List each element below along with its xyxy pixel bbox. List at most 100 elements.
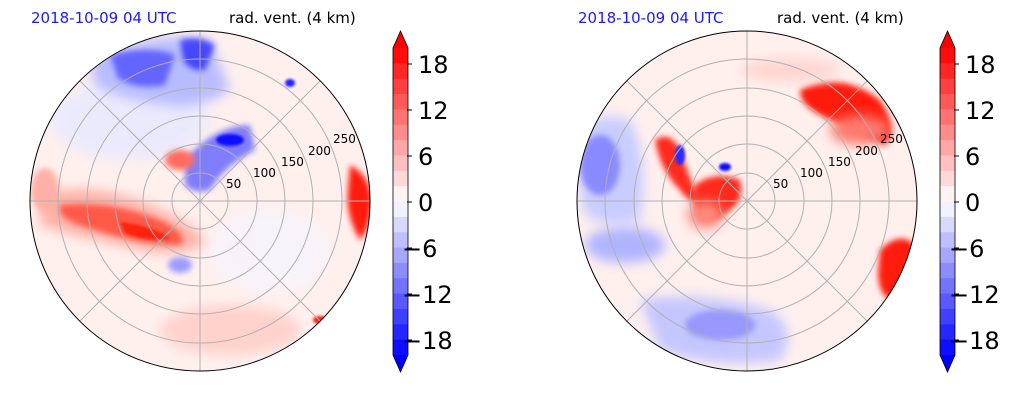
right-colorbar-band [940,339,955,356]
left-colorbar-band [393,140,408,157]
left-colorbar-bands [392,30,409,373]
left-panel: 2018-10-09 04 UTC rad. vent. (4 km) [29,9,453,373]
right-colorbar-band [940,262,955,279]
right-colorbar-bands [939,30,956,373]
right-rtick-150: 150 [828,155,851,169]
left-colorbar-band [393,339,408,356]
right-colorbar-band [940,78,955,95]
right-colorbar-ticks: 18 12 6 0 −6 −12 −18 [949,51,1000,355]
left-colorbar-band [393,216,408,233]
right-colorbar-band [940,232,955,249]
right-colorbar-extend-min [940,355,955,372]
right-colorbar-band [940,124,955,141]
right-colorbar-band [940,140,955,157]
left-inflow-north-2 [180,38,215,71]
right-outflow-northeast-halo [830,115,890,145]
left-rtick-250: 250 [333,132,356,146]
right-radial-labels: 50 100 150 200 250 [773,132,903,191]
right-cbtick-neg18: −18 [949,327,1000,355]
right-rtick-200: 200 [855,144,878,158]
right-cbtick-neg6: −6 [949,235,984,263]
left-colorbar-band [393,124,408,141]
left-outflow-inner [165,150,195,170]
left-colorbar-ticks: 18 12 6 0 −6 −12 −18 [402,51,453,355]
left-cbtick-12: 12 [418,97,449,125]
left-colorbar-band [393,186,408,203]
left-colorbar-band [393,201,408,218]
right-inflow-core-streak [675,145,685,165]
right-polar-frame [576,30,918,372]
right-colorbar-band [940,247,955,264]
left-colorbar: 18 12 6 0 −6 −12 −18 [392,30,453,373]
left-rtick-200: 200 [308,144,331,158]
right-outflow-east-edge [878,238,915,300]
right-cbtick-0: 0 [965,189,980,217]
left-colorbar-band [393,324,408,341]
left-cbtick-18: 18 [418,51,449,79]
left-rtick-100: 100 [253,166,276,180]
left-outflow-west-edge [31,168,59,212]
right-outflow-core-band [655,136,700,202]
left-radial-labels: 50 100 150 200 250 [226,132,356,191]
right-inflow-core-peak [719,163,731,171]
left-rtick-50: 50 [226,177,241,191]
right-cbtick-12: 12 [965,97,996,125]
right-polar-grid [577,31,917,371]
right-colorbar-band [940,94,955,110]
left-colorbar-band [393,232,408,249]
left-colorbar-extend-min [393,355,408,372]
left-cbtick-neg6: −6 [402,235,437,263]
right-inflow-west [580,135,620,195]
left-cbtick-neg12: −12 [402,281,453,309]
right-rtick-250: 250 [880,132,903,146]
left-polar-frame [29,30,371,372]
right-colorbar-band [940,63,955,80]
left-cbtick-neg18: −18 [402,327,453,355]
left-title-time: 2018-10-09 04 UTC [31,9,177,27]
left-inflow-north [110,50,175,87]
left-colorbar-band [393,170,408,187]
right-inflow-west-lower [585,227,665,263]
left-cbtick-6: 6 [418,143,433,171]
left-outflow-west-peak [120,222,170,240]
right-cbtick-neg12: −12 [949,281,1000,309]
left-colorbar-band [393,262,408,279]
left-colorbar-extend-max [393,31,408,48]
right-colorbar-extend-max [940,31,955,48]
left-colorbar-band [393,48,408,64]
left-colorbar-band [393,78,408,95]
right-colorbar-band [940,48,955,64]
left-cbtick-0: 0 [418,189,433,217]
left-rtick-150: 150 [281,155,304,169]
left-inflow-patch-ne [285,79,295,87]
left-colorbar-band [393,109,408,126]
right-weak-outflow-north [740,58,840,82]
right-colorbar-band [940,201,955,218]
right-colorbar-band [940,109,955,126]
right-colorbar-band [940,324,955,341]
right-title-variable: rad. vent. (4 km) [777,9,904,27]
right-colorbar: 18 12 6 0 −6 −12 −18 [939,30,1000,373]
left-inflow-core-peak [216,134,244,146]
left-colorbar-band [393,63,408,80]
left-polar-grid [30,31,370,371]
right-colorbar-band [940,293,955,310]
left-colorbar-band [393,94,408,110]
left-colorbar-band [393,293,408,310]
right-cbtick-18: 18 [965,51,996,79]
left-title-variable: rad. vent. (4 km) [229,9,356,27]
right-outflow-core-halo [687,201,723,229]
left-colorbar-band [393,308,408,325]
right-colorbar-band [940,216,955,233]
left-colorbar-band [393,155,408,172]
right-colorbar-band [940,155,955,172]
right-rtick-50: 50 [773,177,788,191]
left-inflow-patch [168,257,192,273]
right-panel: 2018-10-09 04 UTC rad. vent. (4 km) [576,9,1000,373]
right-colorbar-band [940,186,955,203]
left-outflow-east-edge [347,165,370,240]
right-cbtick-6: 6 [965,143,980,171]
right-colorbar-frame [939,30,956,373]
right-colorbar-band [940,170,955,187]
